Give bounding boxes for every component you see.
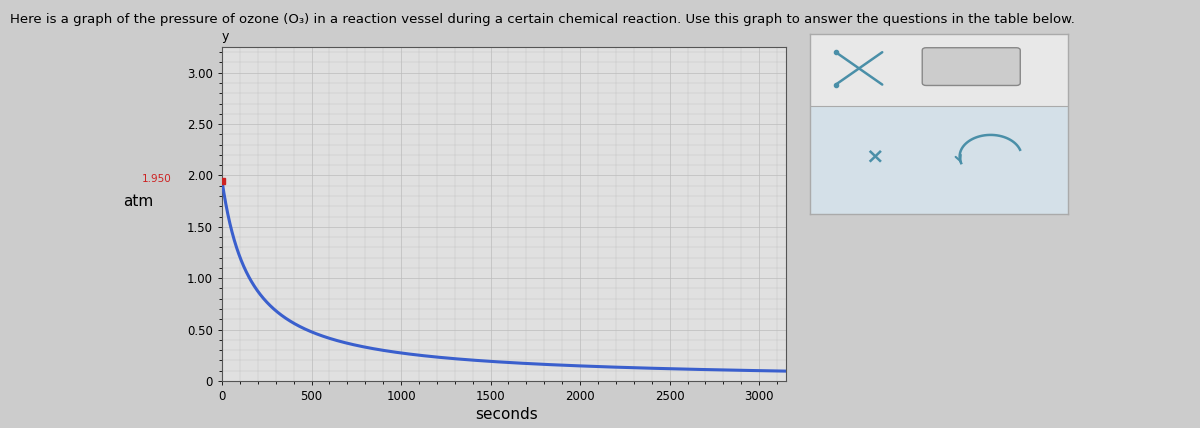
Text: seconds: seconds (475, 407, 538, 422)
Text: Here is a graph of the pressure of ozone ⁠(O₃)⁠ in a reaction vessel during a ce: Here is a graph of the pressure of ozone… (10, 13, 1074, 26)
Text: ×: × (865, 146, 884, 166)
Text: 1.950: 1.950 (142, 174, 172, 184)
FancyBboxPatch shape (923, 48, 1020, 86)
FancyBboxPatch shape (810, 106, 1068, 214)
Text: y: y (222, 30, 229, 43)
Text: atm: atm (122, 193, 154, 209)
